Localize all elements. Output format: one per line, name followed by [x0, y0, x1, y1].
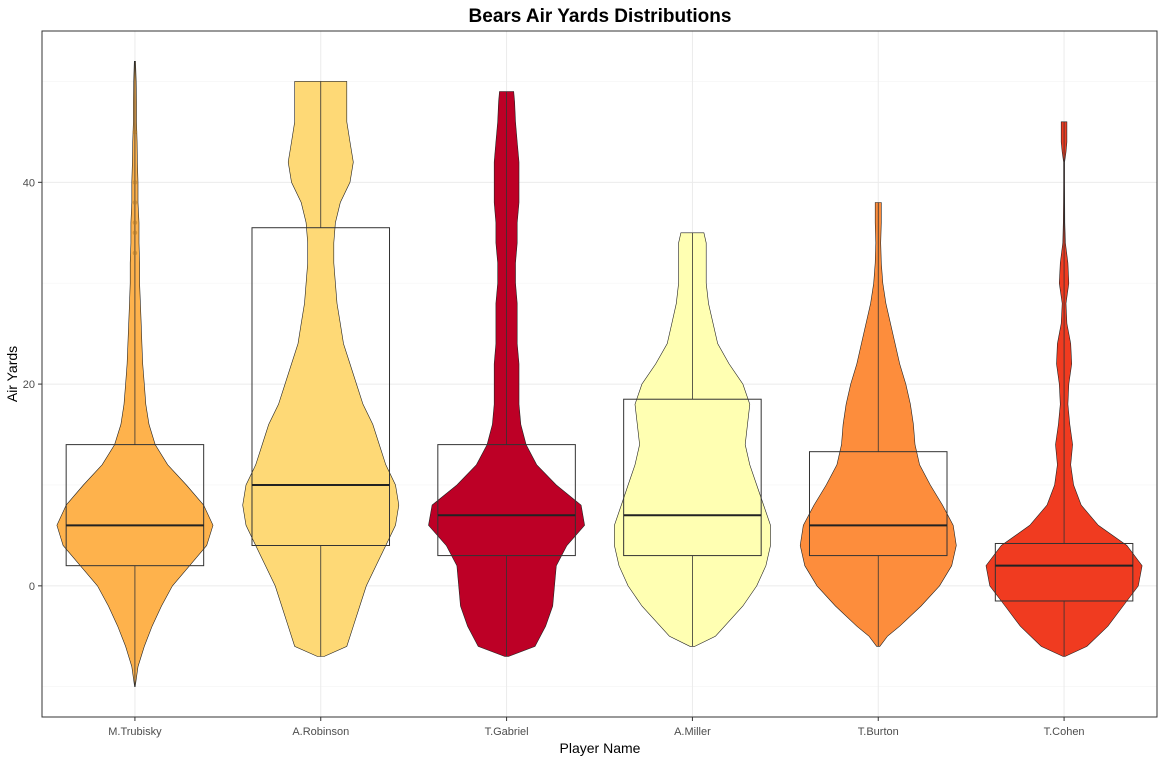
- outlier-point: [132, 250, 138, 256]
- boxplots: [65, 61, 1134, 687]
- y-axis-title: Air Yards: [4, 346, 20, 402]
- outlier-point: [132, 230, 138, 236]
- outlier-point: [132, 129, 138, 135]
- grid-lines: [42, 31, 1157, 717]
- violins: [56, 61, 1143, 687]
- violin-a-robinson: [242, 81, 400, 657]
- violin-a-miller: [614, 232, 771, 647]
- y-axis: 0 20 40: [23, 177, 42, 593]
- outlier-point: [132, 200, 138, 205]
- x-tick-label-a-miller: A.Miller: [674, 726, 711, 738]
- x-tick-label-t-cohen: T.Cohen: [1044, 726, 1085, 738]
- chart-title: Bears Air Yards Distributions: [469, 6, 732, 27]
- x-tick-label-a-robinson: A.Robinson: [292, 726, 349, 738]
- x-tick-label-t-gabriel: T.Gabriel: [485, 726, 529, 738]
- x-tick-label-t-burton: T.Burton: [858, 726, 899, 738]
- plot-panel: [41, 30, 1158, 718]
- outlier-point: [132, 180, 138, 185]
- x-tick-label-m-trubisky: M.Trubisky: [108, 726, 162, 738]
- x-axis-title: Player Name: [560, 740, 641, 756]
- outlier-point: [132, 220, 138, 225]
- y-tick-label: 20: [23, 379, 35, 391]
- x-axis: M.Trubisky A.Robinson T.Gabriel A.Miller T.B…: [108, 717, 1085, 738]
- y-tick-label: 40: [23, 177, 35, 189]
- y-tick-label: 0: [29, 581, 35, 593]
